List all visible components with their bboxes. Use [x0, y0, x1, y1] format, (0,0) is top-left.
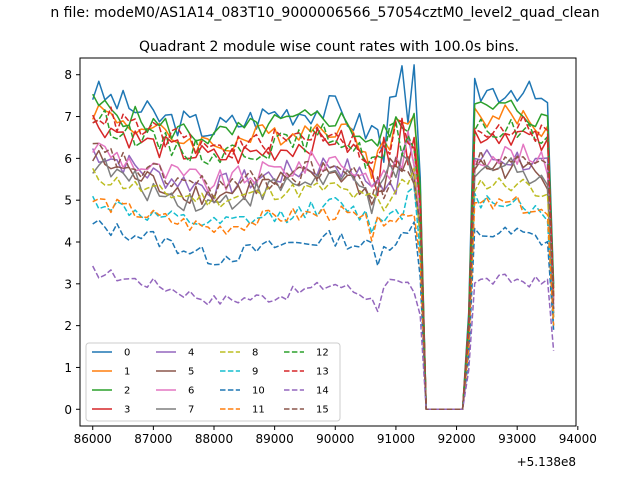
legend-label: 6	[188, 386, 194, 397]
series-line-3	[92, 114, 555, 411]
x-tick-label: 92000	[437, 432, 475, 446]
series-line-4	[92, 135, 555, 411]
legend-label: 4	[188, 348, 194, 359]
series-lines	[91, 64, 555, 411]
x-tick-label: 89000	[256, 432, 294, 446]
x-tick-label: 86000	[74, 432, 112, 446]
y-tick-label: 2	[64, 319, 72, 333]
x-axis: 86000 87000 88000 89000 90000 91000 92000 93000…	[74, 426, 597, 446]
y-tick-label: 4	[64, 236, 72, 250]
suptitle: n file: modeM0/AS1A14_083T10_9000006566_…	[50, 5, 599, 21]
legend-label: 15	[316, 405, 329, 416]
legend-label: 14	[316, 386, 329, 397]
series-line-15	[92, 142, 555, 411]
y-axis: 0 1 2 3 4 5 6 7 8	[64, 68, 80, 417]
y-tick-label: 5	[64, 194, 72, 208]
x-tick-label: 88000	[195, 432, 233, 446]
legend-label: 9	[252, 367, 258, 378]
y-tick-label: 1	[64, 361, 72, 375]
legend-label: 7	[188, 405, 194, 416]
legend-label: 11	[252, 405, 265, 416]
x-tick-label: 87000	[134, 432, 172, 446]
legend-label: 1	[124, 367, 130, 378]
series-line-10	[92, 219, 555, 411]
legend-label: 10	[252, 386, 265, 397]
series-line-8	[92, 167, 555, 411]
legend-box	[85, 342, 341, 422]
y-tick-label: 8	[64, 68, 72, 82]
legend-label: 3	[124, 405, 130, 416]
y-tick-label: 3	[64, 277, 72, 291]
y-tick-label: 6	[64, 152, 72, 166]
legend-label: 12	[316, 348, 329, 359]
legend-label: 5	[188, 367, 194, 378]
series-line-7	[92, 154, 555, 411]
legend-label: 8	[252, 348, 258, 359]
series-line-9	[92, 186, 555, 411]
x-tick-label: 93000	[498, 432, 536, 446]
series-line-13	[92, 106, 555, 411]
x-tick-label: 90000	[316, 432, 354, 446]
series-line-2	[92, 93, 555, 411]
chart-title: Quadrant 2 module wise count rates with …	[139, 39, 519, 55]
series-line-11	[92, 195, 555, 411]
x-tick-label: 91000	[377, 432, 415, 446]
legend-label: 13	[316, 367, 329, 378]
y-tick-label: 7	[64, 110, 72, 124]
legend-label: 2	[124, 386, 130, 397]
x-offset-label: +5.138e8	[517, 455, 576, 469]
series-line-12	[92, 109, 555, 411]
y-tick-label: 0	[64, 403, 72, 417]
x-tick-label: 94000	[559, 432, 597, 446]
series-line-14	[92, 265, 555, 411]
legend-label: 0	[124, 348, 130, 359]
